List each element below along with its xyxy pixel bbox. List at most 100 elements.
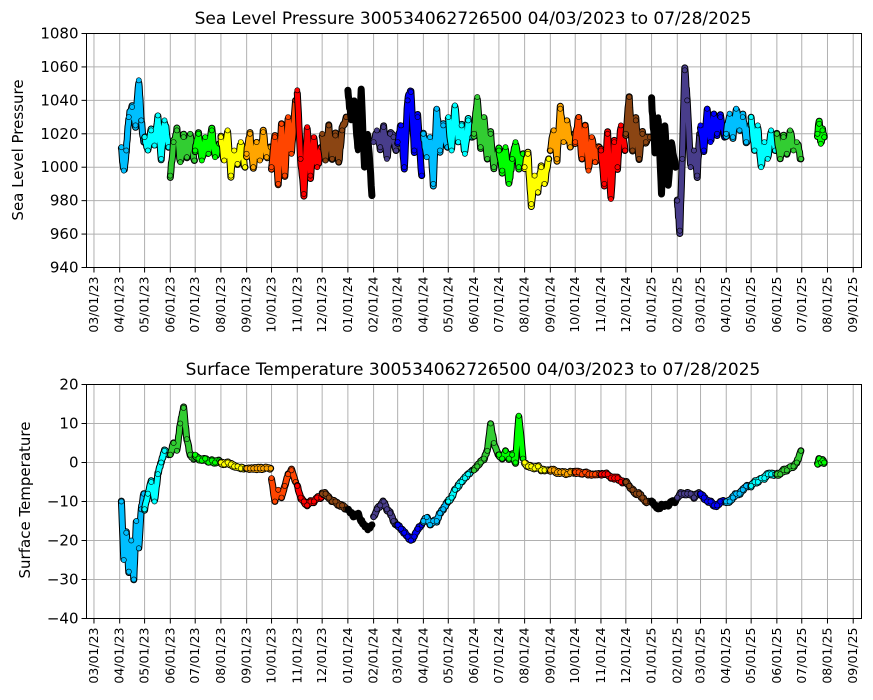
pressure-data-point bbox=[629, 147, 636, 154]
pressure-series bbox=[318, 113, 350, 166]
pressure-xtick-label: 01/01/24 bbox=[340, 276, 355, 332]
temperature-data-point bbox=[368, 522, 375, 528]
pressure-data-point bbox=[521, 164, 528, 171]
temperature-data-point bbox=[123, 529, 130, 536]
pressure-data-point bbox=[622, 147, 628, 154]
temperature-xtick-label: 05/01/24 bbox=[440, 627, 455, 683]
pressure-series bbox=[419, 105, 451, 190]
pressure-data-point bbox=[528, 201, 535, 207]
pressure-data-point bbox=[733, 105, 740, 112]
pressure-data-point bbox=[271, 134, 278, 140]
temperature-series bbox=[117, 490, 148, 584]
pressure-xtick-label: 08/01/23 bbox=[213, 277, 228, 333]
temperature-grid bbox=[86, 384, 862, 619]
pressure-series-line bbox=[319, 114, 349, 165]
pressure-data-point bbox=[661, 122, 668, 129]
pressure-data-point bbox=[622, 130, 629, 137]
temperature-data-point bbox=[398, 525, 404, 532]
pressure-data-point bbox=[183, 154, 190, 161]
pressure-data-point bbox=[642, 139, 649, 145]
pressure-data-point bbox=[227, 172, 234, 179]
temperature-data-point bbox=[700, 494, 707, 501]
pressure-data-point bbox=[751, 147, 758, 154]
pressure-series-line bbox=[294, 90, 324, 199]
pressure-data-point bbox=[668, 139, 675, 145]
pressure-data-point bbox=[697, 122, 704, 129]
pressure-data-point bbox=[132, 122, 139, 129]
pressure-data-point bbox=[554, 155, 560, 162]
pressure-data-point bbox=[180, 134, 187, 140]
pressure-series-line bbox=[445, 104, 475, 154]
pressure-data-point bbox=[495, 147, 502, 154]
pressure-data-point bbox=[123, 147, 130, 154]
temperature-data-point bbox=[499, 455, 506, 462]
temperature-data-point bbox=[304, 502, 311, 509]
temperature-data-point bbox=[535, 463, 541, 470]
pressure-series-line bbox=[598, 125, 628, 200]
temperature-data-point bbox=[297, 494, 304, 501]
temperature-x-ticks: 03/01/23 04/01/23 05/01/23 06/01/23 07/01/23… bbox=[86, 618, 860, 684]
pressure-data-point bbox=[118, 144, 125, 151]
temperature-xtick-label: 06/01/25 bbox=[769, 628, 784, 684]
pressure-data-point bbox=[509, 155, 516, 162]
temperature-xtick-label: 06/01/24 bbox=[466, 627, 481, 683]
temperature-data-point bbox=[411, 533, 418, 540]
temperature-data-point bbox=[665, 502, 672, 509]
temperature-data-point bbox=[154, 471, 161, 478]
temperature-xtick-label: 08/01/24 bbox=[517, 627, 532, 683]
temperature-data-point bbox=[267, 465, 274, 472]
pressure-data-point bbox=[310, 134, 317, 140]
pressure-data-point bbox=[423, 154, 430, 161]
temperature-data-point bbox=[377, 502, 384, 509]
temperature-series bbox=[521, 459, 553, 475]
pressure-data-point bbox=[655, 114, 662, 120]
pressure-data-point bbox=[736, 127, 743, 134]
temperature-series bbox=[191, 451, 223, 467]
temperature-series bbox=[648, 497, 680, 513]
temperature-series bbox=[141, 446, 173, 514]
temperature-data-point bbox=[281, 482, 288, 489]
temperature-data-point bbox=[502, 447, 509, 454]
temperature-data-point bbox=[761, 475, 768, 481]
temperature-data-point bbox=[180, 404, 187, 411]
temperature-series bbox=[166, 403, 198, 463]
pressure-data-point bbox=[499, 167, 506, 174]
temperature-xtick-label: 11/01/23 bbox=[289, 628, 304, 684]
temperature-xtick-label: 04/01/25 bbox=[718, 628, 733, 684]
pressure-data-point bbox=[167, 172, 174, 179]
pressure-data-point bbox=[418, 172, 425, 179]
temperature-xtick-label: 03/01/23 bbox=[86, 628, 101, 684]
temperature-data-point bbox=[133, 518, 140, 524]
temperature-data-point bbox=[404, 533, 411, 540]
pressure-data-point bbox=[394, 139, 401, 145]
pressure-series bbox=[470, 94, 502, 173]
temperature-data-point bbox=[158, 459, 165, 466]
pressure-data-point bbox=[471, 130, 477, 137]
pressure-data-point bbox=[256, 157, 263, 164]
pressure-series bbox=[521, 148, 553, 210]
pressure-data-point bbox=[451, 102, 458, 109]
pressure-data bbox=[117, 64, 828, 237]
pressure-data-point bbox=[652, 147, 658, 154]
pressure-data-point bbox=[380, 124, 387, 130]
pressure-data-point bbox=[260, 129, 267, 135]
temperature-data-point bbox=[135, 545, 142, 552]
temperature-data-point bbox=[285, 471, 291, 478]
temperature-data-point bbox=[183, 436, 190, 442]
pressure-series bbox=[268, 96, 300, 189]
temperature-data-point bbox=[202, 455, 209, 462]
pressure-xtick-label: 04/01/25 bbox=[718, 277, 733, 333]
pressure-data-point bbox=[401, 164, 408, 171]
pressure-panel: Sea Level Pressure 300534062726500 04/03… bbox=[9, 9, 862, 333]
temperature-series-line bbox=[118, 491, 147, 583]
pressure-data-point bbox=[278, 120, 285, 127]
pressure-xtick-label: 07/01/25 bbox=[794, 277, 809, 333]
temperature-data-point bbox=[278, 494, 285, 501]
temperature-ytick-label: 10 bbox=[59, 415, 78, 433]
temperature-data-point bbox=[687, 490, 694, 497]
temperature-ytick-label: −40 bbox=[47, 610, 79, 628]
pressure-data-point bbox=[344, 89, 351, 95]
pressure-data-point bbox=[535, 189, 541, 196]
temperature-data-point bbox=[125, 568, 132, 575]
